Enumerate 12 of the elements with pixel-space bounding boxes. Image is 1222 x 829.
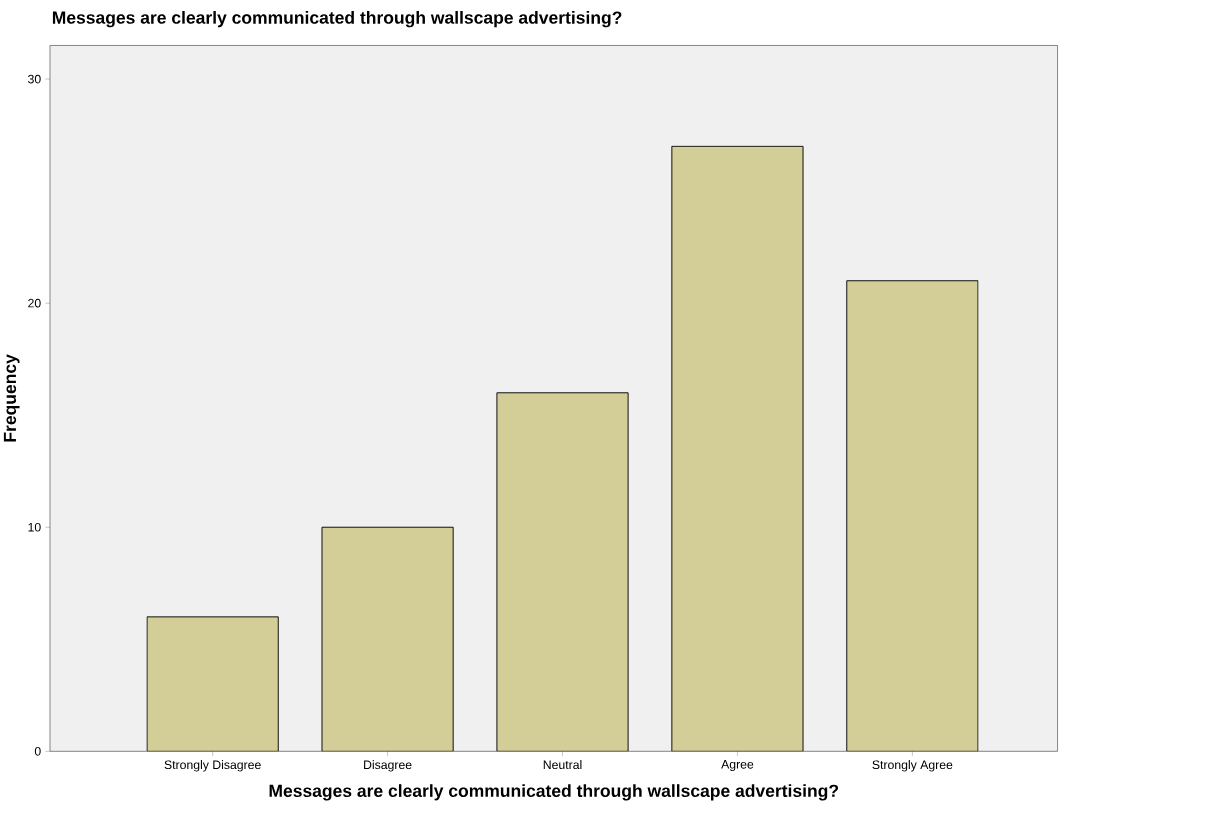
x-axis-title: Messages are clearly communicated through wallscape advertising? [269, 784, 839, 801]
y-axis-title: Frequency [3, 354, 20, 442]
x-tick-label: Strongly Agree [872, 760, 953, 772]
y-tick-label: 10 [28, 522, 41, 532]
y-tick-label: 0 [34, 746, 41, 756]
chart-title: Messages are clearly communicated through wallscape advertising? [52, 10, 622, 28]
y-tick-label: 30 [28, 74, 41, 84]
y-tick-label: 20 [28, 298, 41, 308]
x-tick-label: Neutral [543, 760, 582, 770]
x-tick-label: Strongly Disagree [164, 760, 261, 772]
x-tick-label: Agree [721, 760, 754, 771]
x-tick-label: Disagree [364, 760, 412, 772]
